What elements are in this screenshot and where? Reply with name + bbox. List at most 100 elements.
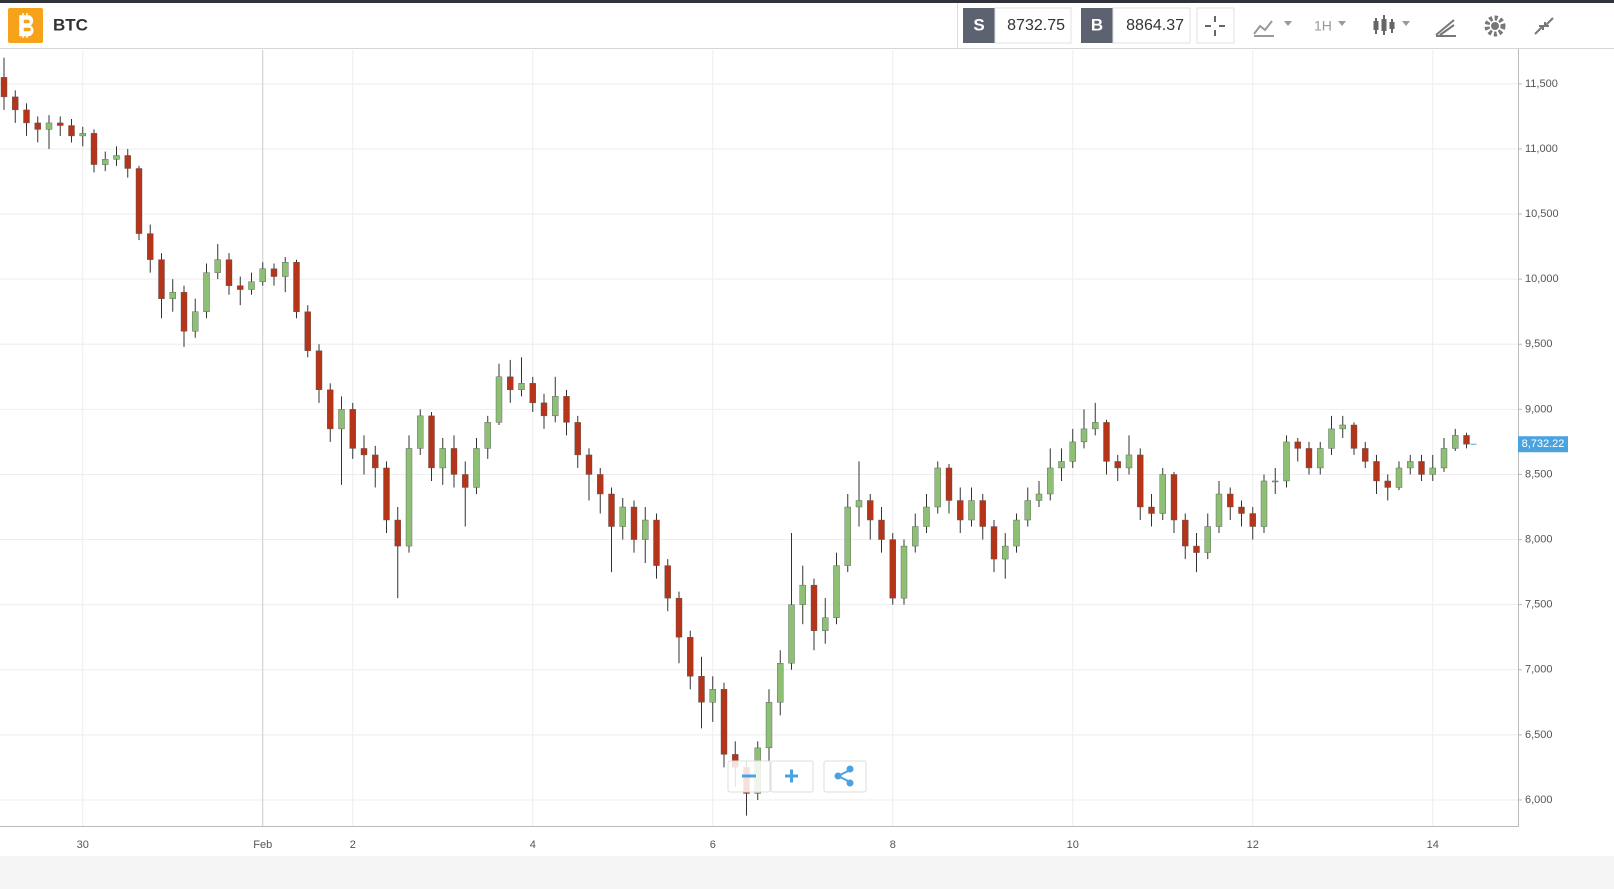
- settings-button[interactable]: [1484, 15, 1506, 37]
- share[interactable]: [823, 760, 867, 793]
- top-border: [0, 0, 1614, 3]
- y-tick-label: 7,500: [1525, 599, 1553, 611]
- candle-body: [878, 519, 885, 540]
- candle-body: [1452, 435, 1459, 449]
- collapse-button[interactable]: [1534, 17, 1554, 35]
- y-tick-label: 6,000: [1525, 794, 1553, 806]
- buy-price[interactable]: 8864.37: [1126, 17, 1184, 34]
- candle-body: [338, 409, 345, 430]
- sell-button[interactable]: [963, 8, 995, 43]
- toolbar: [0, 3, 1614, 48]
- interval[interactable]: 1H: [1314, 18, 1332, 34]
- settings-core: [1491, 22, 1499, 30]
- candle-body: [934, 467, 941, 508]
- candle-body: [417, 415, 424, 449]
- sell-price[interactable]: 8732.75: [1007, 17, 1065, 34]
- candle-body: [1362, 448, 1369, 462]
- candle-body: [1429, 467, 1436, 475]
- candle-body: [1035, 493, 1043, 501]
- candle-body: [518, 383, 525, 391]
- candle-body: [540, 402, 548, 417]
- candle-body: [372, 454, 379, 469]
- candle-body: [642, 519, 649, 540]
- draw-button[interactable]: [1435, 19, 1456, 37]
- candle-body: [57, 122, 64, 126]
- candle-body: [957, 500, 964, 521]
- candle-body: [844, 506, 851, 566]
- candle-body: [1047, 467, 1054, 495]
- x-tick-label: 4: [530, 839, 536, 851]
- candle-body: [675, 597, 683, 638]
- candle-body: [507, 376, 514, 391]
- candle-body: [822, 617, 829, 631]
- candle-body: [360, 448, 368, 456]
- candle-body: [1350, 424, 1358, 449]
- candle-body: [439, 448, 446, 469]
- candle-body: [867, 500, 874, 521]
- candle-body: [1294, 441, 1301, 449]
- candle-body: [608, 493, 615, 527]
- candle-body: [1440, 448, 1448, 469]
- candle-body: [1227, 493, 1234, 508]
- candle-body: [698, 676, 705, 703]
- candle-body: [810, 584, 818, 631]
- x-tick-label: 14: [1427, 839, 1439, 851]
- candle-body: [1249, 513, 1256, 527]
- candle-body: [1283, 441, 1290, 482]
- candle-body: [214, 259, 221, 273]
- candle-icon: [1389, 22, 1395, 29]
- candle-body: [1159, 474, 1166, 514]
- candle-body: [1069, 441, 1076, 462]
- share-dot: [846, 779, 854, 787]
- share-dot: [846, 765, 854, 773]
- candle-body: [653, 519, 660, 566]
- candle-body: [1204, 526, 1211, 553]
- crosshair-button[interactable]: [1196, 7, 1235, 44]
- buy-price-box[interactable]: [1112, 7, 1191, 44]
- candle-body: [462, 474, 469, 488]
- candle-body: [327, 389, 334, 430]
- candle-icon: [1373, 21, 1379, 30]
- buy-button[interactable]: [1081, 8, 1113, 43]
- candle-body: [1148, 506, 1155, 514]
- candle-body: [225, 259, 233, 286]
- candle-body: [180, 291, 188, 332]
- candle-body: [259, 268, 266, 282]
- last-price-box: [1518, 436, 1568, 453]
- candle-body: [495, 376, 503, 423]
- symbol: BTC: [53, 15, 88, 34]
- y-tick-label: 10,000: [1525, 273, 1559, 285]
- sell-label[interactable]: S: [973, 15, 984, 34]
- x-tick-label: 12: [1247, 839, 1259, 851]
- crosshair-icon: [1205, 16, 1225, 36]
- candle-body: [450, 448, 458, 475]
- sell-price-box[interactable]: [994, 7, 1072, 44]
- chart-type-button[interactable]: [1253, 20, 1274, 37]
- candle-body: [720, 689, 728, 755]
- candle-body: [1384, 480, 1391, 488]
- candle-body: [237, 285, 244, 290]
- candle-body: [270, 268, 278, 277]
- candle-body: [12, 96, 19, 111]
- candle-body: [979, 500, 986, 527]
- buy-label[interactable]: B: [1091, 15, 1103, 34]
- candle-body: [585, 454, 593, 475]
- y-tick-label: 8,500: [1525, 468, 1553, 480]
- candle-body: [709, 689, 716, 703]
- zoom-controls: [727, 760, 867, 793]
- y-tick-label: 8,000: [1525, 533, 1553, 545]
- candle-body: [799, 584, 806, 605]
- candle-body: [45, 122, 53, 130]
- y-tick-label: 11,000: [1525, 143, 1558, 155]
- caret: [1402, 21, 1410, 26]
- candle-body: [23, 109, 30, 124]
- candle-body: [1092, 422, 1099, 430]
- candle-body: [203, 272, 210, 312]
- candle-body: [597, 474, 604, 495]
- candle-body: [158, 259, 165, 299]
- y-tick-label: 9,500: [1525, 338, 1553, 350]
- candle-body: [1418, 461, 1425, 475]
- candle-body: [248, 281, 255, 290]
- candle-body: [68, 125, 75, 137]
- caret: [1284, 21, 1292, 26]
